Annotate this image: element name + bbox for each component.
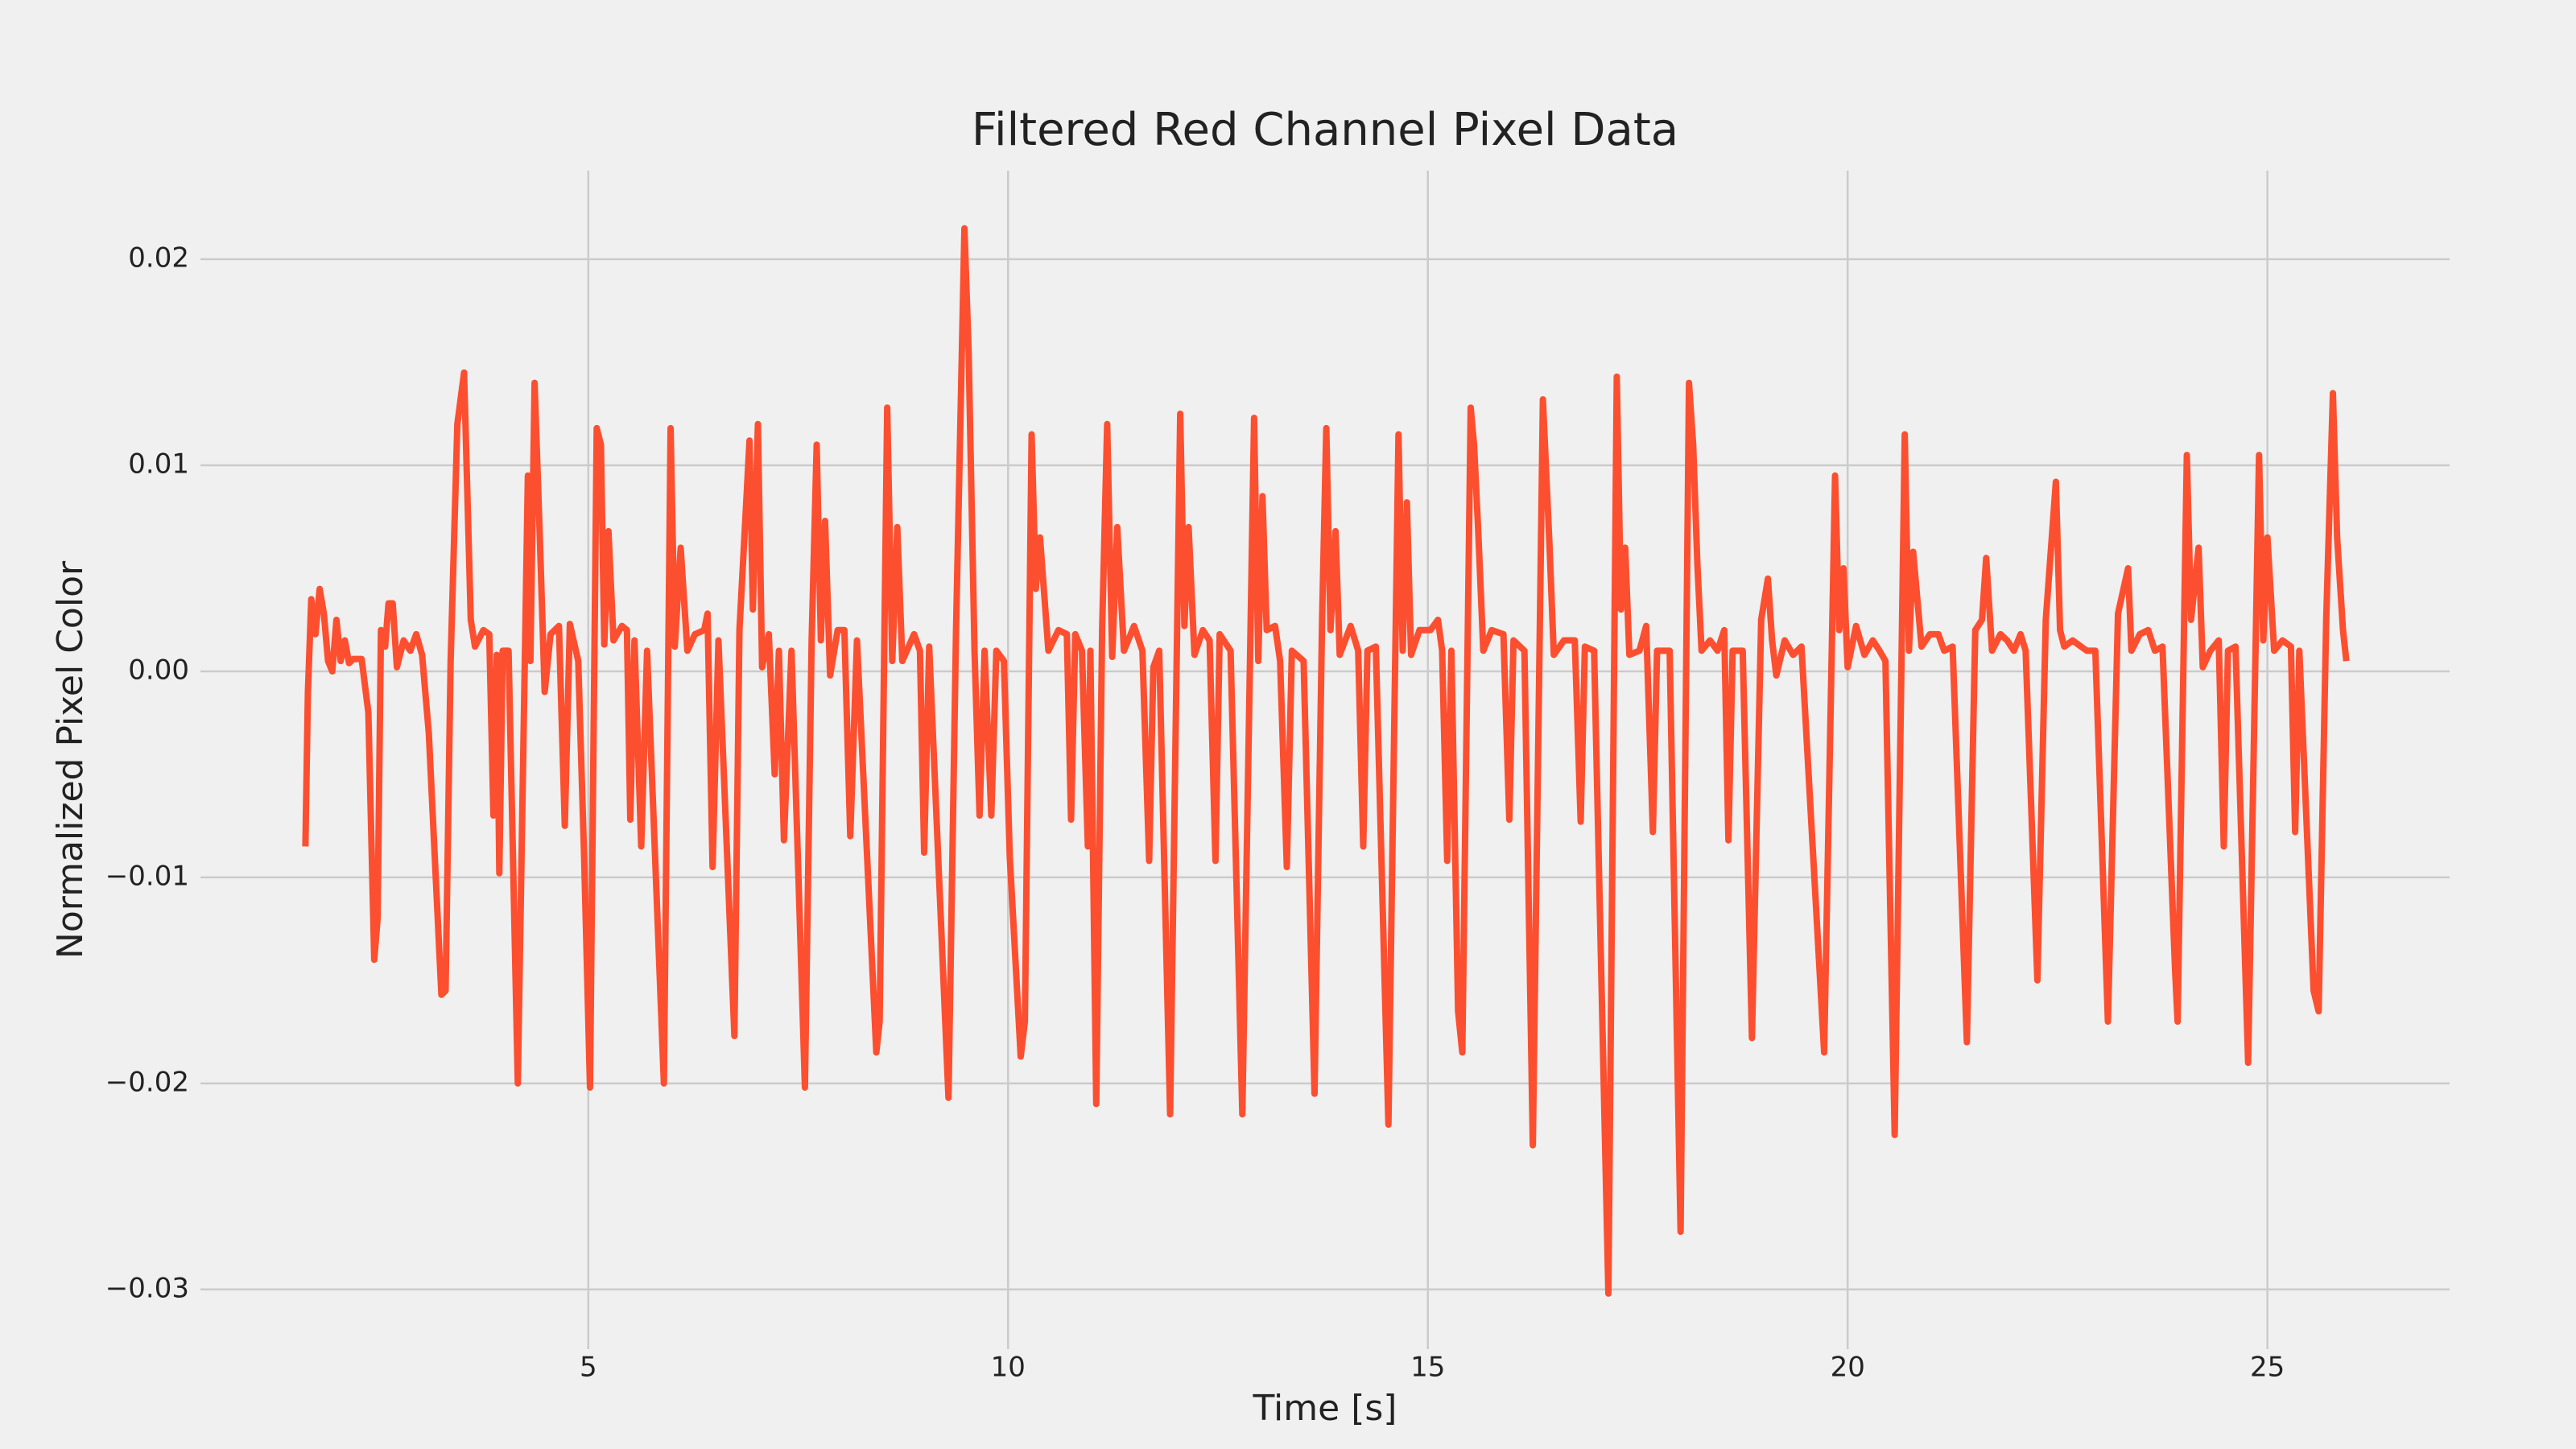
x-tick-label: 25 <box>2250 1352 2285 1384</box>
x-tick-label: 15 <box>1410 1352 1445 1384</box>
x-tick-label: 5 <box>580 1352 597 1384</box>
y-tick-label: −0.03 <box>105 1272 189 1304</box>
data-line <box>302 225 2350 1297</box>
x-axis-label: Time [s] <box>1253 1388 1397 1429</box>
y-axis-label: Normalized Pixel Color <box>50 560 91 959</box>
chart-title: Filtered Red Channel Pixel Data <box>972 104 1678 156</box>
y-tick-label: −0.01 <box>105 860 189 892</box>
y-tick-label: −0.02 <box>105 1066 189 1098</box>
x-tick-label: 20 <box>1831 1352 1865 1384</box>
x-tick-label: 10 <box>991 1352 1026 1384</box>
y-tick-label: 0.02 <box>128 242 189 275</box>
y-tick-label: 0.01 <box>128 448 189 481</box>
y-tick-label: 0.00 <box>128 654 189 686</box>
